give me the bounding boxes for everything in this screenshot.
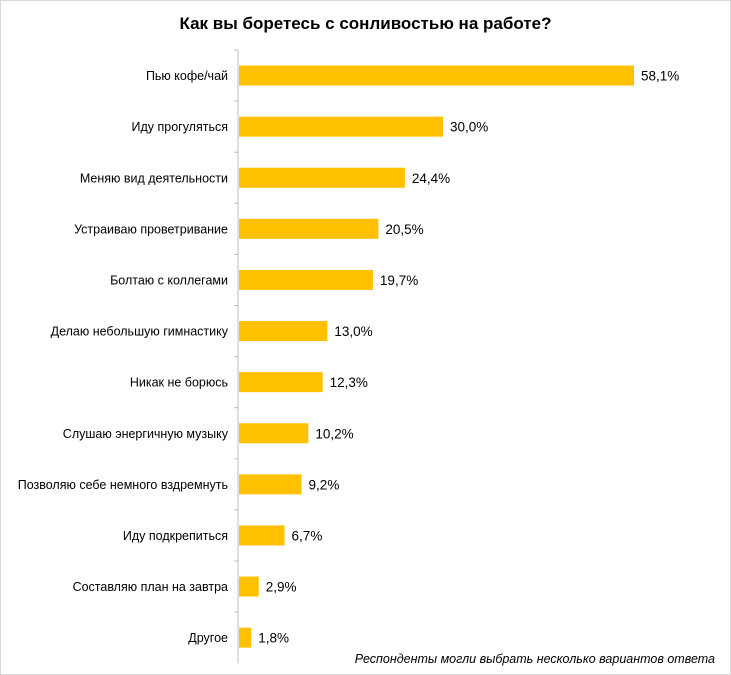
data-label: 1,8%: [258, 631, 289, 646]
category-label: Болтаю с коллегами: [110, 273, 228, 287]
data-label: 30,0%: [450, 120, 488, 135]
category-label: Никак не борюсь: [130, 376, 228, 390]
bar: [239, 321, 328, 342]
category-label: Иду подкрепиться: [123, 529, 228, 543]
bar: [239, 576, 259, 597]
bar: [239, 372, 323, 393]
category-label: Меняю вид деятельности: [80, 171, 228, 185]
category-label: Другое: [188, 631, 228, 645]
data-label: 10,2%: [315, 426, 353, 441]
footnote: Респонденты могли выбрать несколько вари…: [354, 652, 715, 666]
bar: [239, 269, 373, 290]
bar: [239, 167, 405, 188]
bar: [239, 116, 443, 137]
data-label: 24,4%: [412, 171, 450, 186]
bar: [239, 627, 252, 648]
category-label: Слушаю энергичную музыку: [63, 427, 229, 441]
data-label: 6,7%: [292, 528, 323, 543]
data-label: 58,1%: [641, 69, 679, 84]
data-label: 20,5%: [385, 222, 423, 237]
bar: [239, 65, 634, 86]
data-label: 19,7%: [380, 273, 418, 288]
chart-title: Как вы боретесь с сонливостью на работе?: [179, 14, 552, 33]
category-label: Делаю небольшую гимнастику: [51, 325, 229, 339]
bar: [239, 474, 302, 495]
category-label: Иду прогуляться: [131, 120, 228, 134]
category-label: Позволяю себе немного вздремнуть: [18, 478, 228, 492]
data-label: 9,2%: [309, 477, 340, 492]
data-label: 2,9%: [266, 580, 297, 595]
data-label: 12,3%: [330, 375, 368, 390]
category-label: Составляю план на завтра: [73, 580, 228, 594]
bar: [239, 525, 285, 546]
bar: [239, 218, 379, 239]
data-label: 13,0%: [334, 324, 372, 339]
category-label: Устраиваю проветривание: [74, 222, 228, 236]
category-label: Пью кофе/чай: [146, 69, 228, 83]
bar: [239, 423, 309, 444]
